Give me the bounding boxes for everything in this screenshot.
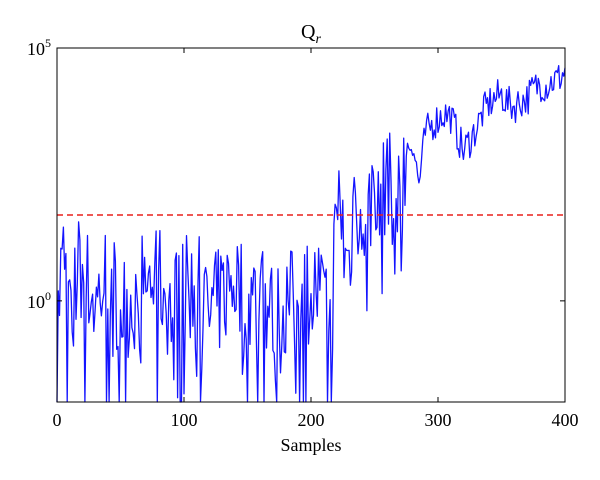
x-tick-label: 300 (425, 410, 452, 430)
x-axis-label: Samples (281, 435, 342, 455)
series-line (56, 64, 566, 403)
y-tick-label: 100 (27, 289, 51, 312)
plot-area (56, 64, 566, 403)
y-axis: 100 105 (27, 36, 565, 312)
x-tick-label: 400 (552, 410, 579, 430)
chart-title: Qr (301, 21, 321, 47)
x-tick-label: 200 (298, 410, 325, 430)
x-axis: 0 100 200 300 400 (53, 48, 579, 430)
y-tick-label: 105 (27, 36, 51, 59)
x-tick-label: 0 (53, 410, 62, 430)
title-subscript: r (316, 32, 322, 47)
x-tick-label: 100 (171, 410, 198, 430)
